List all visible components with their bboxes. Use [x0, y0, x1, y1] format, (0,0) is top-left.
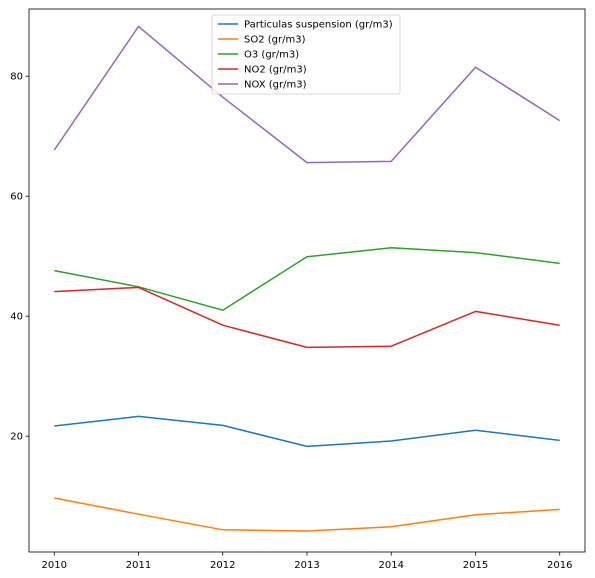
legend-label: O3 (gr/m3)	[244, 50, 299, 61]
x-tick-label: 2011	[126, 560, 151, 571]
series-line-1	[54, 415, 560, 448]
legend-box	[211, 14, 401, 95]
series-line-2	[54, 497, 560, 532]
legend-label: NO2 (gr/m3)	[244, 65, 307, 76]
series-line-4	[54, 286, 560, 349]
y-tick-label: 80	[10, 72, 23, 83]
axes: 2010 2011 2012 2013 2014 2015 2016 20 40 60 80	[10, 72, 572, 571]
x-tick-label: 2013	[294, 560, 319, 571]
legend: Particulas suspension (gr/m3) SO2 (gr/m3)…	[211, 14, 401, 95]
y-tick-label: 60	[10, 192, 23, 203]
x-tick-label: 2014	[379, 560, 404, 571]
legend-label: NOX (gr/m3)	[244, 80, 307, 91]
legend-label: SO2 (gr/m3)	[244, 35, 306, 46]
legend-label: Particulas suspension (gr/m3)	[244, 20, 393, 31]
x-tick-label: 2012	[210, 560, 235, 571]
x-tick-label: 2016	[547, 560, 572, 571]
x-tick-label: 2015	[463, 560, 488, 571]
x-tick-label: 2010	[42, 560, 67, 571]
plot-area	[53, 25, 561, 532]
series-line-5	[53, 25, 561, 164]
y-tick-label: 20	[10, 432, 23, 443]
y-tick-label: 40	[10, 312, 23, 323]
